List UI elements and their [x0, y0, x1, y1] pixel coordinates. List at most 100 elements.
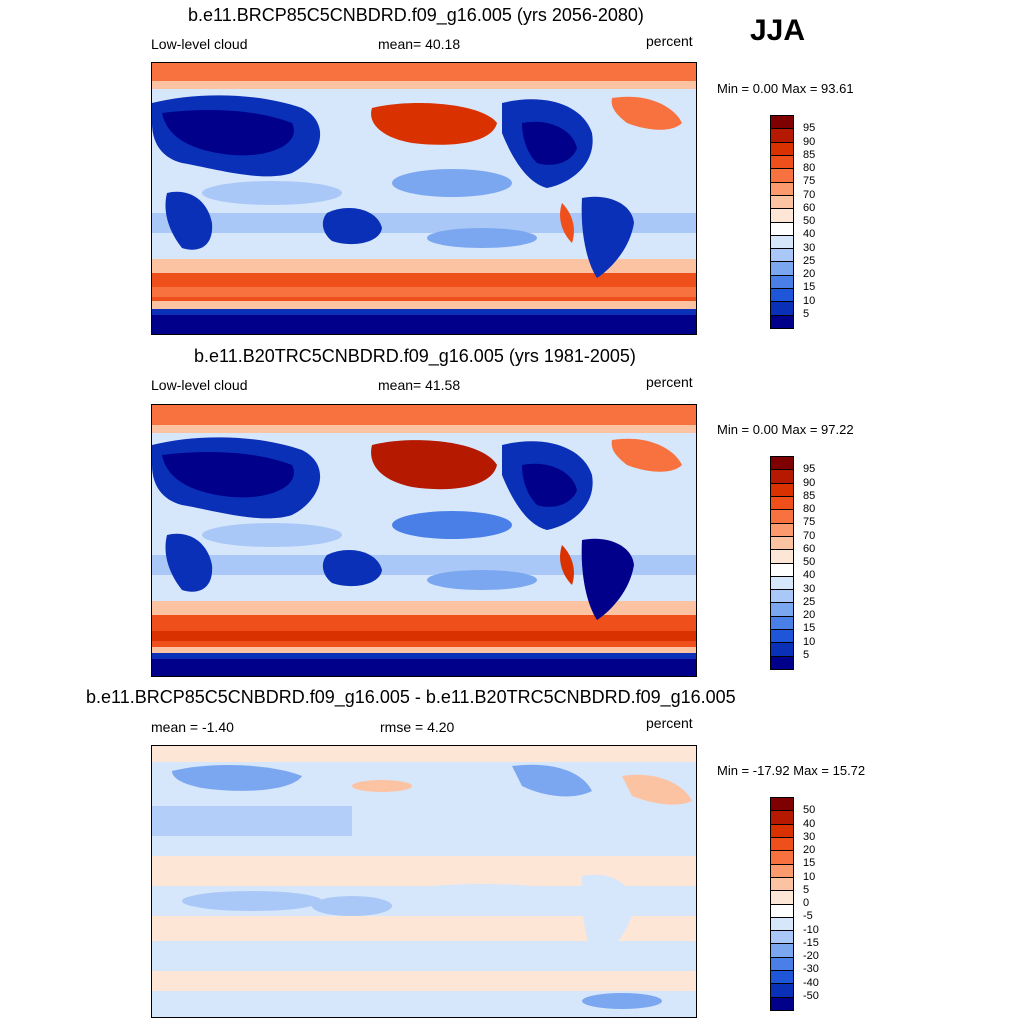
colorbar-cell — [771, 864, 793, 878]
colorbar-cell — [771, 630, 793, 644]
colorbar-cell — [771, 877, 793, 892]
colorbar-tick-label: 15 — [803, 622, 816, 635]
colorbar-tick-label: 25 — [803, 595, 816, 608]
colorbar-tick-label: 20 — [803, 268, 816, 280]
colorbar-cell — [771, 984, 793, 998]
colorbar-cell — [771, 550, 793, 564]
panel-1-contour-field — [152, 63, 696, 334]
colorbar-tick-label: 40 — [803, 817, 816, 830]
panel-2-minmax-label: Min = 0.00 Max = 97.22 — [717, 422, 854, 437]
colorbar-cell — [771, 563, 793, 577]
colorbar-cell — [771, 931, 793, 945]
colorbar-tick-label: 10 — [803, 635, 816, 648]
panel-3-map — [151, 745, 697, 1018]
panel-1-minmax-label: Min = 0.00 Max = 93.61 — [717, 81, 854, 96]
colorbar-tick-label: 5 — [803, 883, 810, 896]
panel-3-units-label: percent — [646, 715, 693, 731]
panel-2-mean-label: mean= 41.58 — [378, 377, 461, 393]
colorbar-cell — [771, 891, 793, 905]
panel-1-mean-label: mean= 40.18 — [378, 36, 461, 52]
colorbar-cell — [771, 275, 793, 290]
colorbar-cell — [771, 837, 793, 852]
colorbar-tick-label: 60 — [803, 542, 816, 555]
panel-3-mean-label: mean = -1.40 — [151, 719, 234, 735]
panel-3-colorbar-labels: 50 40 30 20 15 10 5 0 -5 -10 -15 -20 -30 -40 -50 — [803, 797, 843, 1009]
colorbar-tick-label: -30 — [803, 963, 819, 976]
colorbar-cell — [771, 590, 793, 604]
colorbar-tick-label: 85 — [803, 489, 816, 502]
panel-2-colorbar — [770, 456, 794, 670]
panel-3-title: b.e11.BRCP85C5CNBDRD.f09_g16.005 - b.e11… — [86, 687, 736, 707]
colorbar-cell — [771, 643, 793, 657]
colorbar-cell — [771, 576, 793, 591]
colorbar-cell — [771, 496, 793, 511]
colorbar-cell — [771, 169, 793, 183]
panel-1-units-label: percent — [646, 33, 693, 49]
colorbar-cell — [771, 971, 793, 985]
colorbar-cell — [771, 944, 793, 958]
panel-2-title: b.e11.B20TRC5CNBDRD.f09_g16.005 (yrs 198… — [194, 346, 636, 366]
colorbar-cell — [771, 811, 793, 825]
panel-2-contour-field — [152, 405, 696, 676]
panel-1-variable-label: Low-level cloud — [151, 36, 248, 52]
colorbar-cell — [771, 249, 793, 263]
colorbar-cell — [771, 302, 793, 316]
colorbar-cell — [771, 904, 793, 918]
colorbar-tick-label: 5 — [803, 648, 810, 661]
colorbar-cell — [771, 523, 793, 537]
colorbar-tick-label: 40 — [803, 569, 816, 582]
colorbar-tick-label: 20 — [803, 844, 816, 856]
colorbar-tick-label: 85 — [803, 148, 816, 161]
colorbar-cell — [771, 142, 793, 156]
season-label: JJA — [750, 14, 806, 47]
colorbar-tick-label: -50 — [803, 989, 819, 1002]
panel-2-variable-label: Low-level cloud — [151, 377, 248, 393]
colorbar-cell — [771, 824, 793, 838]
colorbar-cell — [771, 510, 793, 524]
colorbar-tick-label: 30 — [803, 582, 816, 595]
colorbar-tick-label: 70 — [803, 529, 816, 542]
colorbar-cell — [771, 116, 793, 130]
colorbar-tick-label: 60 — [803, 201, 816, 214]
colorbar-cell — [771, 209, 793, 223]
panel-2-units-label: percent — [646, 374, 693, 390]
colorbar-cell — [771, 457, 793, 471]
colorbar-tick-label: 40 — [803, 228, 816, 241]
colorbar-tick-label: 75 — [803, 516, 816, 529]
colorbar-tick-label: 30 — [803, 830, 816, 843]
colorbar-tick-label: 50 — [803, 215, 816, 227]
colorbar-tick-label: -15 — [803, 936, 819, 949]
colorbar-tick-label: -20 — [803, 950, 819, 962]
colorbar-tick-label: 80 — [803, 162, 816, 174]
panel-1-colorbar-labels: 95 90 85 80 75 70 60 50 40 30 25 20 15 10 5 — [803, 115, 843, 327]
colorbar-tick-label: -10 — [803, 923, 819, 936]
colorbar-tick-label: 10 — [803, 870, 816, 883]
colorbar-tick-label: 30 — [803, 241, 816, 254]
colorbar-tick-label: 50 — [803, 556, 816, 568]
colorbar-cell — [771, 262, 793, 276]
colorbar-cell — [771, 536, 793, 551]
colorbar-cell — [771, 315, 793, 328]
colorbar-tick-label: 15 — [803, 857, 816, 870]
colorbar-cell — [771, 182, 793, 196]
panel-1-map — [151, 62, 697, 335]
colorbar-cell — [771, 997, 793, 1010]
panel-3-rmse-label: rmse = 4.20 — [380, 719, 455, 735]
panel-1-title: b.e11.BRCP85C5CNBDRD.f09_g16.005 (yrs 20… — [188, 5, 644, 25]
colorbar-tick-label: 90 — [803, 135, 816, 148]
colorbar-cell — [771, 603, 793, 617]
colorbar-tick-label: 10 — [803, 294, 816, 307]
colorbar-cell — [771, 235, 793, 250]
colorbar-tick-label: 90 — [803, 476, 816, 489]
panel-3-contour-field — [152, 746, 696, 1017]
colorbar-cell — [771, 656, 793, 669]
panel-3-minmax-label: Min = -17.92 Max = 15.72 — [717, 763, 866, 778]
panel-2-colorbar-labels: 95 90 85 80 75 70 60 50 40 30 25 20 15 10 5 — [803, 456, 843, 668]
colorbar-tick-label: -40 — [803, 976, 819, 989]
colorbar-cell — [771, 155, 793, 170]
colorbar-tick-label: 5 — [803, 307, 810, 320]
colorbar-tick-label: 80 — [803, 503, 816, 515]
colorbar-tick-label: 15 — [803, 281, 816, 294]
colorbar-tick-label: 75 — [803, 175, 816, 188]
panel-3-colorbar — [770, 797, 794, 1011]
